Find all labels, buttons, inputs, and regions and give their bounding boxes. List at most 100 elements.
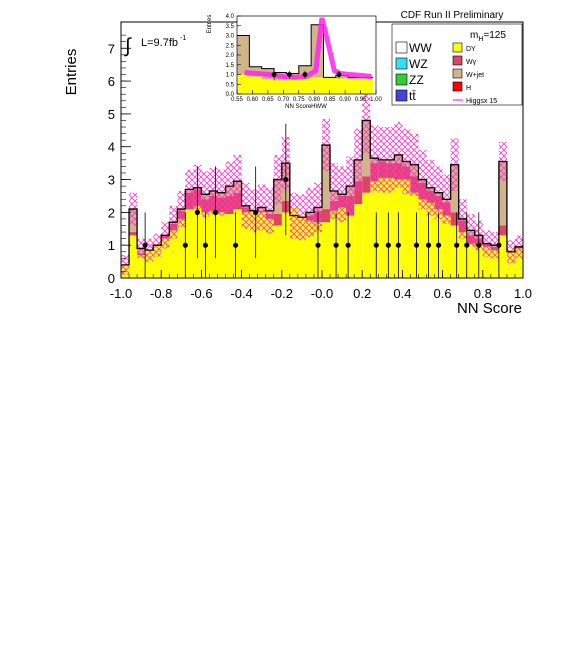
inset-x-tick-label: 0.70 — [277, 97, 289, 103]
inset-x-axis: 0.55 0.60 0.65 0.70 0.75 0.80 0.85 0.90 0.95 1.00 — [231, 90, 382, 103]
inset-y-tick-label: 4.0 — [226, 14, 235, 20]
dy-bar — [322, 222, 331, 278]
inset-dy-bar — [335, 78, 349, 94]
ww-outline — [121, 119, 523, 266]
y-tick-label: 5 — [108, 107, 115, 122]
x-tick-label: 0.4 — [393, 286, 411, 301]
data-point — [395, 242, 401, 248]
x-tick-label: -0.2 — [271, 286, 293, 301]
legend-swatch — [452, 81, 463, 92]
inset-dy-bar — [348, 79, 361, 94]
data-point — [413, 242, 420, 248]
dy-bar — [225, 214, 234, 278]
dy-bar — [338, 207, 347, 278]
x-tick-label: 0.8 — [474, 286, 492, 301]
inset-data-point — [271, 72, 277, 77]
data-point — [283, 176, 289, 183]
dy-background-layer — [121, 177, 523, 278]
inset-data-point — [336, 72, 342, 77]
dy-bar — [129, 235, 138, 278]
lumi-label: L=9.7fb — [141, 37, 178, 49]
dy-bar — [169, 230, 178, 278]
wgamma-bar — [322, 209, 331, 223]
inset-y-tick-label: 2.0 — [226, 53, 235, 59]
data-point — [476, 242, 482, 248]
dy-bar — [370, 181, 379, 278]
data-point — [385, 242, 391, 248]
inset-y-tick-label: 1.5 — [226, 63, 235, 69]
dy-bar — [466, 243, 475, 278]
x-tick-label: -0.6 — [190, 286, 212, 301]
inset-x-tick-label: 0.85 — [324, 97, 336, 103]
inset-x-tick-label: 0.55 — [231, 97, 243, 103]
legend-label: WW — [409, 41, 432, 55]
wjet-bar — [322, 145, 331, 210]
ww-outline-step — [121, 119, 523, 266]
data-point — [425, 242, 432, 248]
legend-swatch — [452, 42, 463, 53]
dy-bar — [289, 207, 298, 278]
main-y-axis-label: Entries — [63, 49, 80, 96]
inset-x-tick-label: 0.80 — [308, 97, 320, 103]
data-point — [194, 209, 200, 215]
inset-x-tick-label: 0.95 — [355, 97, 367, 103]
y-tick-label: 0 — [108, 271, 115, 286]
legend-label: Higgsx 15 — [466, 98, 497, 105]
legend-left-column: WW WZ ZZ tt̄ — [395, 41, 432, 103]
data-point — [142, 242, 148, 248]
inset-y-tick-label: 3.0 — [226, 34, 235, 40]
x-tick-label: 1.0 — [514, 286, 532, 301]
dy-bar — [354, 204, 363, 278]
inset-y-tick-label: 0.0 — [226, 92, 235, 98]
dy-bar — [137, 255, 146, 278]
dy-bar — [378, 177, 387, 278]
legend-swatch — [452, 68, 463, 79]
dy-bar — [209, 210, 218, 278]
main-x-axis: -1.0 -0.8 -0.6 -0.4 -0.2 -0.0 0.2 0.4 0.6 0.8 1.0 — [110, 270, 532, 301]
wgamma-bar — [498, 225, 507, 236]
x-tick-label: 0.6 — [434, 286, 452, 301]
inset-x-tick-label: 1.00 — [370, 97, 382, 103]
data-point — [435, 242, 442, 248]
data-point — [253, 209, 259, 215]
inset-data-point — [287, 72, 292, 77]
legend-label: DY — [466, 46, 476, 53]
data-point — [454, 242, 460, 248]
x-tick-label: -1.0 — [110, 286, 132, 301]
dy-bar — [426, 202, 435, 278]
x-tick-label: -0.0 — [311, 286, 333, 301]
inset-data-point — [302, 72, 308, 77]
integral-icon: ∫ — [124, 35, 132, 57]
dy-bar — [257, 212, 266, 278]
legend-label: tt̄ — [409, 89, 416, 103]
data-point — [464, 242, 470, 248]
data-point — [315, 242, 321, 248]
legend-swatch — [395, 57, 408, 70]
dy-bar — [490, 250, 499, 278]
inset-higgs-signal — [244, 17, 372, 80]
inset-dy-bar — [323, 77, 336, 94]
legend-label: WZ — [409, 57, 428, 71]
dy-bar — [281, 212, 290, 278]
dy-bar — [506, 250, 515, 278]
y-tick-label: 4 — [108, 140, 115, 155]
legend-label: W+jet — [466, 72, 484, 79]
wgamma-bar — [129, 232, 138, 236]
x-tick-label: -0.8 — [150, 286, 172, 301]
legend-swatch — [452, 55, 463, 66]
inset-wjet-bar — [335, 75, 349, 79]
inset-y-tick-label: 3.5 — [226, 24, 235, 30]
legend-swatch — [395, 73, 408, 86]
dy-bar — [482, 246, 491, 278]
x-tick-label: -0.4 — [230, 286, 252, 301]
data-point — [182, 242, 188, 248]
inset-signal-line — [244, 17, 372, 80]
data-point — [212, 209, 219, 215]
data-points — [142, 123, 502, 278]
inset-dy-bar — [237, 74, 250, 94]
dy-bar — [402, 179, 411, 278]
inset-x-tick-label: 0.90 — [339, 97, 351, 103]
y-tick-label: 6 — [108, 74, 115, 89]
inset-dy-layer — [237, 74, 373, 94]
